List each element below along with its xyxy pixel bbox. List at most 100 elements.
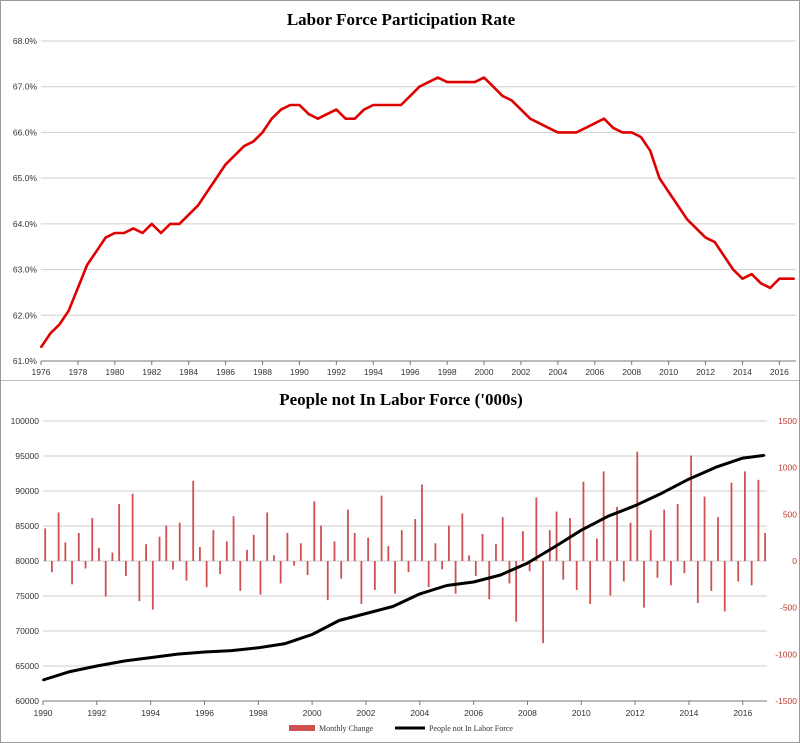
monthly-change-bar (441, 561, 444, 570)
chart2-x-tick-label: 2000 (303, 708, 322, 718)
chart2-x-tick-label: 2004 (410, 708, 429, 718)
monthly-change-bar (427, 561, 430, 588)
participation-rate-point (372, 104, 375, 106)
monthly-change-bar (548, 530, 551, 561)
not-in-labor-force-point (763, 454, 766, 457)
chart2-x-tick-label: 1998 (249, 708, 268, 718)
not-in-labor-force-point (176, 653, 179, 656)
participation-rate-point (501, 94, 504, 97)
monthly-change-bar (360, 561, 363, 604)
participation-rate-point (344, 117, 347, 120)
chart1-y-tick-label: 61.0% (13, 356, 38, 366)
participation-rate-point (649, 149, 652, 152)
monthly-change-bar (414, 519, 417, 561)
participation-rate-point (723, 254, 725, 257)
participation-rate-point (732, 268, 735, 271)
monthly-change-bar (367, 537, 370, 561)
chart2-x-tick-label: 2010 (572, 708, 591, 718)
monthly-change-bar (421, 484, 423, 561)
participation-rate-point (538, 122, 541, 125)
participation-rate-point (741, 277, 744, 280)
chart1-x-tick-label: 1990 (290, 367, 309, 377)
not-in-labor-force-point (149, 656, 152, 659)
legend-label: People not In Labor Force (429, 724, 513, 733)
participation-rate-point (566, 131, 569, 134)
chart2-right-tick-label: -1000 (775, 649, 797, 659)
monthly-change-bar (192, 480, 195, 561)
monthly-change-bar (495, 544, 497, 561)
participation-rate-point (178, 222, 181, 225)
participation-rate-point (298, 104, 301, 106)
participation-rate-point (95, 250, 98, 253)
not-in-labor-force-point (445, 584, 448, 587)
monthly-change-bar (225, 541, 228, 561)
monthly-change-bar (124, 561, 127, 576)
participation-rate-point (676, 204, 679, 207)
monthly-change-bar (172, 561, 174, 570)
chart2-x-tick-label: 2012 (626, 708, 645, 718)
participation-rate-point (769, 286, 772, 289)
monthly-change-bar (400, 530, 403, 561)
participation-rate-point (418, 85, 421, 88)
not-in-labor-force-point (230, 649, 233, 652)
chart2-level-series (42, 453, 766, 682)
monthly-change-bar (205, 561, 208, 588)
participation-rate-point (132, 227, 135, 230)
monthly-change-bar (730, 482, 733, 561)
participation-rate-point (150, 222, 153, 225)
participation-rate-point (640, 136, 642, 138)
monthly-change-bar (555, 511, 558, 561)
monthly-change-bar (306, 561, 309, 575)
chart2-x-tick-label: 1992 (87, 708, 106, 718)
monthly-change-bar (91, 518, 94, 561)
monthly-change-bar (649, 530, 652, 561)
participation-rate-point (575, 131, 578, 134)
monthly-change-bar (764, 533, 767, 561)
participation-rate-point (464, 81, 467, 84)
participation-rate-point (270, 117, 273, 120)
monthly-change-bar (380, 495, 383, 561)
participation-rate-point (67, 309, 70, 312)
participation-rate-point (289, 104, 292, 106)
chart2-left-y-axis: 60000 65000 70000 75000 80000 85000 90000 95000… (11, 416, 40, 706)
participation-rate-point (187, 213, 190, 216)
monthly-change-bar (219, 561, 221, 575)
participation-rate-point (197, 204, 199, 207)
participation-rate-point (233, 154, 236, 157)
chart1-y-tick-label: 62.0% (13, 310, 38, 320)
participation-rate-point (307, 113, 310, 116)
chart1-x-tick-label: 1996 (401, 367, 420, 377)
not-in-labor-force-point (418, 592, 421, 595)
chart1-x-tick-label: 1988 (253, 367, 272, 377)
chart1-x-tick-label: 2012 (696, 367, 715, 377)
participation-rate-point (492, 85, 495, 88)
not-in-labor-force-point (687, 478, 690, 481)
monthly-change-bar (353, 533, 356, 561)
participation-rate-point (483, 76, 485, 79)
monthly-change-bar (703, 496, 706, 561)
chart1-y-tick-label: 68.0% (13, 36, 38, 46)
participation-rate-point (206, 190, 209, 193)
monthly-change-bar (474, 561, 477, 576)
chart1-x-tick-label: 2004 (548, 367, 567, 377)
monthly-change-bar (602, 471, 605, 561)
monthly-change-bar (710, 561, 713, 591)
monthly-change-bar (299, 543, 302, 561)
not-in-labor-force-point (95, 665, 98, 667)
participation-rate-point (224, 163, 227, 166)
monthly-change-bar (71, 561, 73, 585)
participation-rate-point (58, 323, 61, 326)
chart2-right-y-axis: -1500 -1000 -500 0 500 1000 1500 (775, 416, 797, 706)
chart1-x-tick-label: 2014 (733, 367, 752, 377)
participation-rate-point (252, 140, 255, 143)
monthly-change-bar (542, 561, 544, 644)
chart1-x-tick-label: 1992 (327, 367, 346, 377)
not-in-labor-force-point (553, 546, 556, 548)
chart2-legend: Monthly Change People not In Labor Force (289, 724, 513, 733)
participation-rate-point (793, 277, 796, 280)
participation-rate-point (787, 277, 790, 280)
participation-rate-point (381, 104, 384, 106)
participation-rate-point (658, 177, 661, 180)
monthly-change-bar (104, 561, 107, 597)
